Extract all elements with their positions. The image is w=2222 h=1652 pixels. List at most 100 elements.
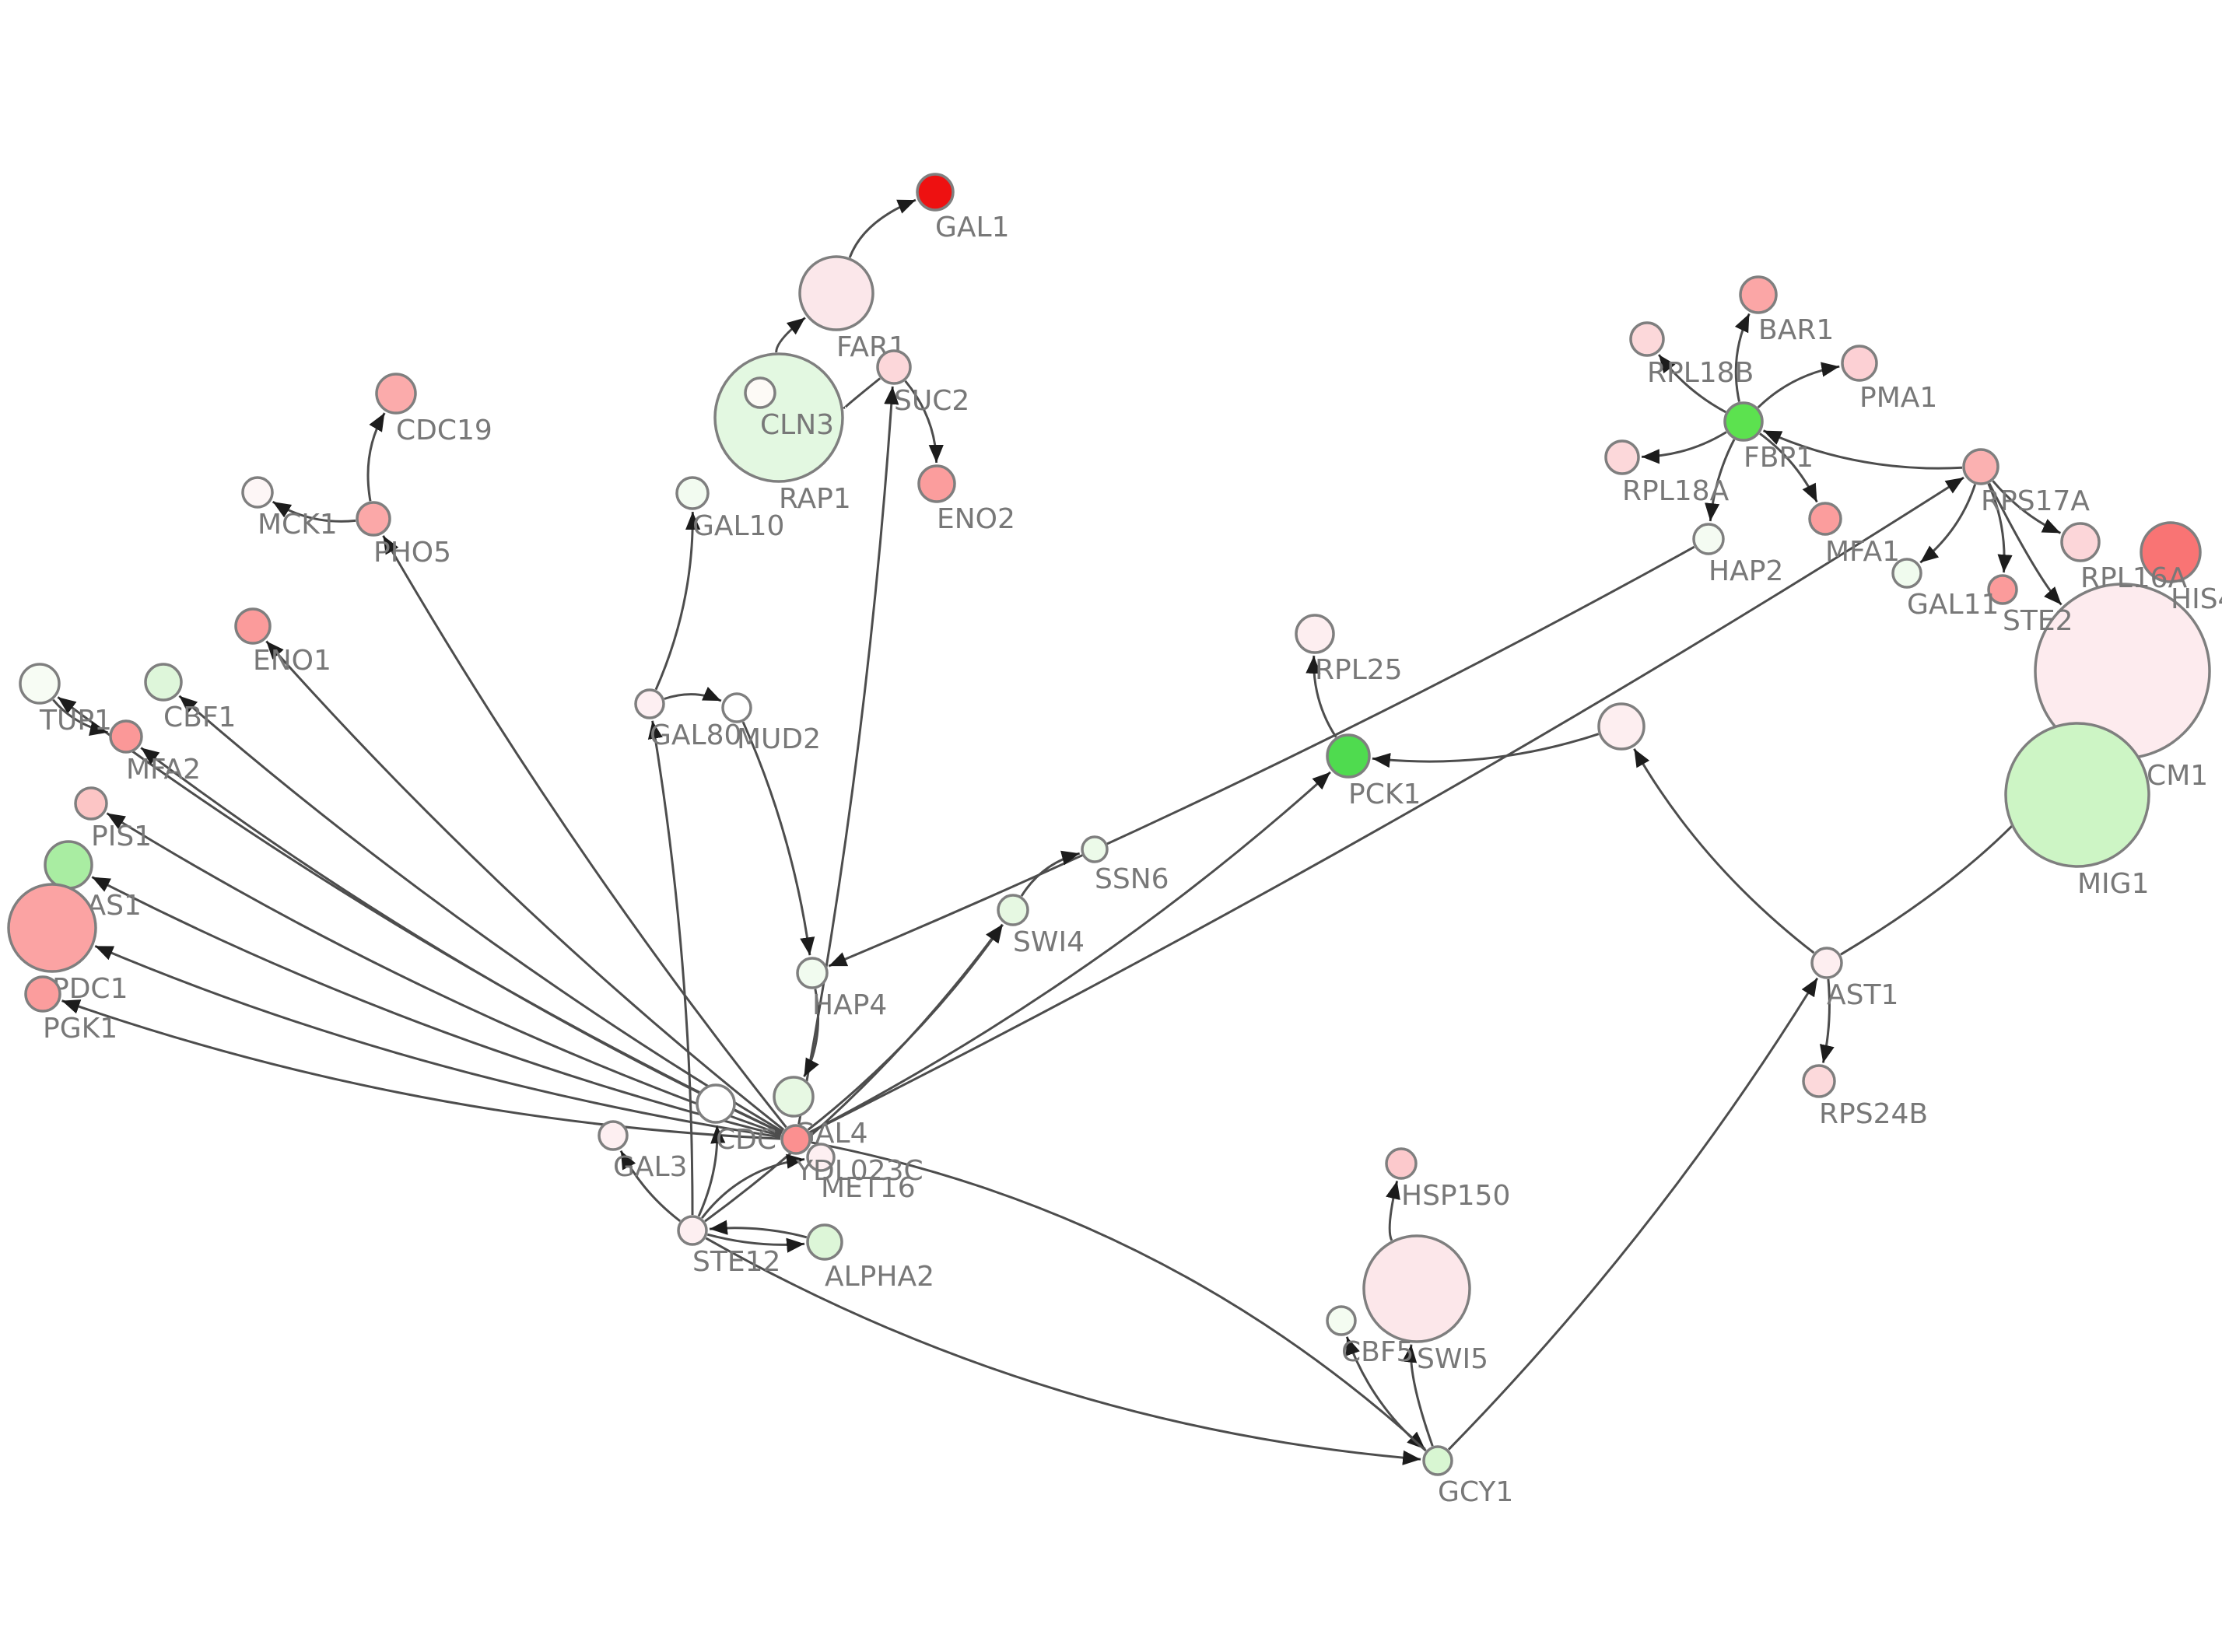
- edge-FBP1-HAP2[interactable]: [1705, 439, 1736, 522]
- edge-PCK1-RPL25[interactable]: [1306, 655, 1337, 738]
- node-MET16[interactable]: [806, 1143, 836, 1172]
- edge-YDL023C-RPS17A[interactable]: [809, 476, 1964, 1134]
- edge-RPS17A-FBP1[interactable]: [1762, 429, 1963, 470]
- node-NODE_X[interactable]: [1597, 702, 1645, 751]
- node-RAS1[interactable]: [44, 840, 93, 890]
- edge-SUC2-ENO2[interactable]: [904, 380, 944, 464]
- node-AST1[interactable]: [1810, 947, 1843, 979]
- edge-PHO5-CDC19[interactable]: [366, 412, 386, 502]
- node-PDC1[interactable]: [7, 883, 97, 973]
- edge-FBP1-MFA1[interactable]: [1759, 432, 1818, 503]
- edge-FAR1-GAL1[interactable]: [848, 198, 916, 258]
- node-ALPHA2[interactable]: [806, 1223, 843, 1261]
- edge-RPS17A-RPL16A[interactable]: [1992, 480, 2062, 534]
- edge-STE12-MET16[interactable]: [701, 1153, 805, 1220]
- edge-FBP1-BAR1[interactable]: [1734, 313, 1751, 402]
- node-CLN3[interactable]: [744, 376, 776, 409]
- node-FBP1[interactable]: [1723, 401, 1764, 442]
- edge-SWI4-SSN6[interactable]: [1020, 850, 1081, 897]
- node-GAL80[interactable]: [634, 688, 665, 719]
- edge-RPS17A-MCM1[interactable]: [1988, 482, 2063, 606]
- node-RPS24B[interactable]: [1802, 1064, 1836, 1098]
- node-HAP4[interactable]: [796, 957, 829, 989]
- edge-GAL80-GAL10[interactable]: [654, 511, 701, 691]
- node-GAL4[interactable]: [773, 1076, 815, 1118]
- node-HAP2[interactable]: [1692, 523, 1725, 555]
- node-GAL3[interactable]: [598, 1120, 629, 1151]
- node-MCK1[interactable]: [241, 476, 274, 509]
- node-CBF1[interactable]: [144, 663, 183, 702]
- edge-SUC2-RAP1[interactable]: [826, 377, 881, 418]
- node-STE12[interactable]: [677, 1215, 708, 1246]
- node-SUC2[interactable]: [876, 349, 912, 385]
- node-RPL25[interactable]: [1295, 614, 1335, 654]
- node-HSP150[interactable]: [1385, 1147, 1418, 1180]
- node-ENO1[interactable]: [234, 607, 272, 645]
- edge-STE12-SWI4[interactable]: [704, 923, 1004, 1223]
- edge-FBP1-PMA1[interactable]: [1757, 362, 1840, 408]
- edge-YDL023C-CBF1[interactable]: [178, 695, 783, 1133]
- node-GCY1[interactable]: [1422, 1445, 1453, 1476]
- edge-YDL023C-SWI4[interactable]: [807, 923, 1004, 1131]
- node-SWI5[interactable]: [1362, 1234, 1471, 1343]
- edge-YDL023C-ENO1[interactable]: [265, 640, 785, 1131]
- edge-YDL023C-PHO5[interactable]: [382, 534, 787, 1129]
- edge-STE12-CDC[interactable]: [697, 1125, 726, 1217]
- edge-YDL023C-PCK1[interactable]: [809, 771, 1332, 1134]
- node-STE2[interactable]: [1987, 574, 2018, 605]
- edge-NODE_X-PCK1[interactable]: [1372, 733, 1600, 768]
- edge-TUP1-MFA2[interactable]: [52, 698, 108, 736]
- node-CDC[interactable]: [696, 1083, 736, 1124]
- node-FAR1[interactable]: [798, 255, 874, 331]
- node-PCK1[interactable]: [1326, 733, 1371, 779]
- edge-STE12-ALPHA2[interactable]: [706, 1233, 805, 1253]
- edge-STE12-GCY1[interactable]: [705, 1237, 1421, 1465]
- edge-YDL023C-MFA2[interactable]: [140, 747, 783, 1134]
- edge-STE12-GAL3[interactable]: [619, 1150, 682, 1223]
- edge-AST1-NODE_X[interactable]: [1633, 747, 1815, 954]
- edge-HAP2-HAP4[interactable]: [828, 545, 1695, 968]
- edge-GCY1-AST1[interactable]: [1447, 977, 1819, 1451]
- node-PHO5[interactable]: [356, 501, 391, 537]
- edge-ALPHA2-STE12[interactable]: [709, 1220, 808, 1239]
- edge-FBP1-RPL18B[interactable]: [1657, 354, 1726, 414]
- node-GAL11[interactable]: [1891, 558, 1922, 589]
- edge-PHO5-MCK1[interactable]: [272, 500, 356, 523]
- node-GAL1[interactable]: [916, 173, 955, 212]
- edge-YDL023C-PIS1[interactable]: [106, 812, 782, 1136]
- edge-STE12-GAL80[interactable]: [647, 720, 694, 1216]
- edge-GAL80-MUD2[interactable]: [664, 686, 722, 702]
- edge-FBP1-RPL18A[interactable]: [1641, 431, 1727, 464]
- edge-YDL023C-PDC1[interactable]: [94, 945, 781, 1139]
- node-RPL18A[interactable]: [1604, 439, 1640, 475]
- edge-YDL023C-RAS1[interactable]: [91, 876, 781, 1137]
- edge-RPS17A-STE2[interactable]: [1987, 483, 2013, 573]
- node-MFA1[interactable]: [1808, 502, 1842, 536]
- node-CDC19[interactable]: [375, 373, 417, 415]
- node-PIS1[interactable]: [74, 786, 108, 821]
- node-PGK1[interactable]: [24, 975, 61, 1013]
- edge-YDL023C-PGK1[interactable]: [61, 999, 781, 1140]
- edge-MUD2-HAP4[interactable]: [741, 721, 815, 956]
- edge-AST1-RPS24B[interactable]: [1819, 978, 1835, 1063]
- node-ENO2[interactable]: [917, 464, 956, 503]
- node-MFA2[interactable]: [109, 719, 143, 754]
- edge-RPS17A-GAL11[interactable]: [1919, 484, 1977, 564]
- edge-GCY1-CBF5[interactable]: [1345, 1336, 1427, 1452]
- edge-YDL023C-GCY1[interactable]: [811, 1141, 1426, 1451]
- node-RPL16A[interactable]: [2060, 522, 2101, 562]
- node-RPS17A[interactable]: [1962, 448, 1999, 485]
- node-PMA1[interactable]: [1841, 345, 1878, 382]
- node-SSN6[interactable]: [1081, 835, 1109, 863]
- node-HIS4[interactable]: [2140, 521, 2202, 583]
- node-TUP1[interactable]: [19, 663, 61, 705]
- node-BAR1[interactable]: [1739, 275, 1778, 314]
- edge-GCY1-SWI5[interactable]: [1402, 1344, 1434, 1447]
- node-MUD2[interactable]: [721, 692, 752, 723]
- node-MIG1[interactable]: [2004, 722, 2150, 868]
- node-CBF5[interactable]: [1326, 1305, 1357, 1336]
- edge-RAP1-FAR1[interactable]: [775, 317, 806, 353]
- node-RPL18B[interactable]: [1629, 321, 1665, 357]
- node-YDL023C[interactable]: [780, 1124, 811, 1155]
- node-SWI4[interactable]: [997, 894, 1029, 926]
